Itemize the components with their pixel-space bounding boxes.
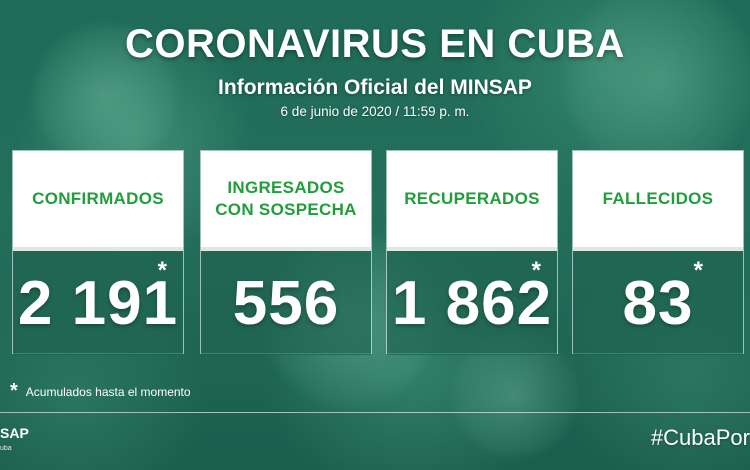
stat-card-recuperados: RECUPERADOS 1 862 *	[386, 150, 558, 355]
stat-card-header: FALLECIDOS	[573, 151, 743, 247]
stat-card-body: 556	[201, 247, 371, 355]
footnote: * Acumulados hasta el momento	[10, 380, 191, 403]
stat-card-ingresados: INGRESADOS CON SOSPECHA 556	[200, 150, 372, 355]
stat-label-line: INGRESADOS	[227, 177, 345, 197]
footnote-text: Acumulados hasta el momento	[25, 384, 191, 399]
stat-card-header: RECUPERADOS	[387, 151, 557, 247]
stat-label-line: CON SOSPECHA	[215, 200, 357, 219]
page-subtitle: Información Oficial del MINSAP	[218, 76, 532, 99]
stat-label: RECUPERADOS	[404, 188, 540, 208]
stat-label: FALLECIDOS	[602, 188, 714, 208]
stat-value: 556	[232, 268, 340, 338]
virus-blob-decoration	[30, 20, 180, 170]
logo-subtext: uba	[0, 445, 12, 452]
footer-divider	[0, 412, 750, 413]
asterisk-mark: *	[531, 257, 541, 284]
hashtag-text: #CubaPor	[650, 425, 750, 450]
asterisk-mark: *	[157, 257, 167, 284]
page-title: CORONAVIRUS EN CUBA	[125, 22, 625, 66]
stat-card-confirmados: CONFIRMADOS 2 191 *	[12, 150, 184, 355]
minsap-logo-text: SAP	[0, 425, 29, 441]
report-date: 6 de junio de 2020 / 11:59 p. m.	[280, 104, 470, 119]
stat-value: 83	[622, 268, 694, 338]
stat-value: 1 862	[391, 268, 553, 338]
stat-card-body: 83 *	[573, 247, 743, 355]
stat-label: CONFIRMADOS	[32, 188, 164, 208]
stat-card-body: 2 191 *	[13, 247, 183, 355]
asterisk-mark: *	[10, 380, 18, 402]
stat-card-header: INGRESADOS CON SOSPECHA	[201, 151, 371, 247]
stat-label: INGRESADOS CON SOSPECHA	[215, 177, 357, 221]
stat-card-body: 1 862 *	[387, 247, 557, 355]
asterisk-mark: *	[693, 257, 703, 284]
stat-value: 2 191	[17, 268, 179, 338]
stat-card-header: CONFIRMADOS	[13, 151, 183, 247]
stat-card-fallecidos: FALLECIDOS 83 *	[572, 150, 744, 355]
